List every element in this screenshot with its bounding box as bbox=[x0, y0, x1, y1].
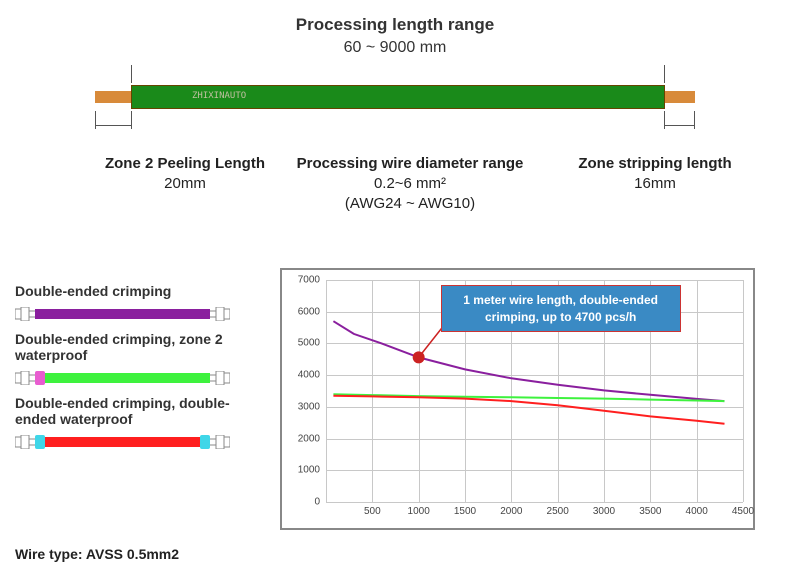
legend-wire bbox=[15, 369, 230, 387]
wire-core-right bbox=[665, 91, 695, 103]
processing-length-range: 60 ~ 9000 mm bbox=[0, 39, 790, 57]
dim-line bbox=[95, 125, 131, 126]
terminal-icon bbox=[210, 435, 230, 449]
y-axis-label: 7000 bbox=[298, 275, 320, 286]
x-axis-label: 3000 bbox=[593, 506, 615, 517]
label-center-title: Processing wire diameter range bbox=[280, 155, 540, 172]
legend-wire-body bbox=[35, 309, 210, 319]
legend-wire-body bbox=[45, 373, 210, 383]
callout-line1: 1 meter wire length, double-ended bbox=[452, 292, 670, 308]
seal-icon bbox=[35, 371, 45, 385]
y-axis-label: 1000 bbox=[298, 465, 320, 476]
wire-schematic: ZHIXINAUTO bbox=[95, 85, 695, 109]
y-axis-label: 5000 bbox=[298, 338, 320, 349]
y-axis-label: 4000 bbox=[298, 370, 320, 381]
dim-marker bbox=[694, 111, 695, 129]
dim-marker bbox=[664, 65, 665, 83]
y-axis-label: 0 bbox=[314, 497, 320, 508]
label-center: Processing wire diameter range 0.2~6 mm²… bbox=[280, 155, 540, 212]
label-left-title: Zone 2 Peeling Length bbox=[75, 155, 295, 172]
legend-item: Double-ended crimping, zone 2 waterproof bbox=[15, 331, 263, 387]
chart-plot-area: 0100020003000400050006000700050010001500… bbox=[326, 280, 743, 502]
dim-marker bbox=[131, 65, 132, 83]
legend-item: Double-ended crimping, double-ended wate… bbox=[15, 395, 263, 451]
grid-line bbox=[743, 280, 744, 502]
label-left-value: 20mm bbox=[75, 175, 295, 192]
wire-insulation: ZHIXINAUTO bbox=[131, 85, 665, 109]
dim-marker bbox=[95, 111, 96, 129]
terminal-icon bbox=[210, 307, 230, 321]
series-double-ended-crimping bbox=[333, 321, 724, 401]
dim-line bbox=[665, 125, 695, 126]
grid-line bbox=[326, 502, 743, 503]
label-left: Zone 2 Peeling Length 20mm bbox=[75, 155, 295, 192]
legend-item-title: Double-ended crimping, zone 2 waterproof bbox=[15, 331, 263, 363]
callout-box: 1 meter wire length, double-endedcrimpin… bbox=[441, 285, 681, 331]
legend-wire bbox=[15, 433, 230, 451]
dim-marker bbox=[131, 111, 132, 129]
x-axis-label: 4500 bbox=[732, 506, 754, 517]
x-axis-label: 2500 bbox=[547, 506, 569, 517]
legend-wire bbox=[15, 305, 230, 323]
x-axis-label: 4000 bbox=[686, 506, 708, 517]
processing-length-title: Processing length range bbox=[0, 15, 790, 35]
x-axis-label: 3500 bbox=[639, 506, 661, 517]
label-right-value: 16mm bbox=[555, 175, 755, 192]
x-axis-label: 500 bbox=[364, 506, 381, 517]
label-center-value: 0.2~6 mm² bbox=[280, 175, 540, 192]
y-axis-label: 2000 bbox=[298, 433, 320, 444]
legend-item-title: Double-ended crimping, double-ended wate… bbox=[15, 395, 263, 427]
terminal-icon bbox=[15, 435, 35, 449]
wire-watermark: ZHIXINAUTO bbox=[192, 91, 246, 101]
dim-marker bbox=[664, 111, 665, 129]
label-right: Zone stripping length 16mm bbox=[555, 155, 755, 192]
label-center-extra: (AWG24 ~ AWG10) bbox=[280, 195, 540, 212]
seal-icon bbox=[200, 435, 210, 449]
legend-wire-body bbox=[45, 437, 200, 447]
y-axis-label: 3000 bbox=[298, 401, 320, 412]
terminal-icon bbox=[15, 371, 35, 385]
bottom-section: Double-ended crimping Double-ended crimpi… bbox=[0, 268, 790, 568]
legend-item: Double-ended crimping bbox=[15, 283, 263, 323]
y-axis-label: 6000 bbox=[298, 306, 320, 317]
label-right-title: Zone stripping length bbox=[555, 155, 755, 172]
x-axis-label: 2000 bbox=[500, 506, 522, 517]
legend-item-title: Double-ended crimping bbox=[15, 283, 263, 299]
x-axis-label: 1500 bbox=[454, 506, 476, 517]
terminal-icon bbox=[15, 307, 35, 321]
legend-column: Double-ended crimping Double-ended crimpi… bbox=[15, 283, 263, 459]
x-axis-label: 1000 bbox=[408, 506, 430, 517]
throughput-chart: 0 1000 2000 3000 4000 5000 6000 7000 500 1000 1500… bbox=[280, 268, 755, 530]
callout-dot bbox=[413, 351, 425, 363]
terminal-icon bbox=[210, 371, 230, 385]
callout-line2: crimping, up to 4700 pcs/h bbox=[452, 309, 670, 325]
top-diagram: Processing length range 60 ~ 9000 mm ZHI… bbox=[0, 15, 790, 245]
wire-core-left bbox=[95, 91, 131, 103]
wire-type-label: Wire type: AVSS 0.5mm2 bbox=[15, 546, 179, 562]
seal-icon bbox=[35, 435, 45, 449]
